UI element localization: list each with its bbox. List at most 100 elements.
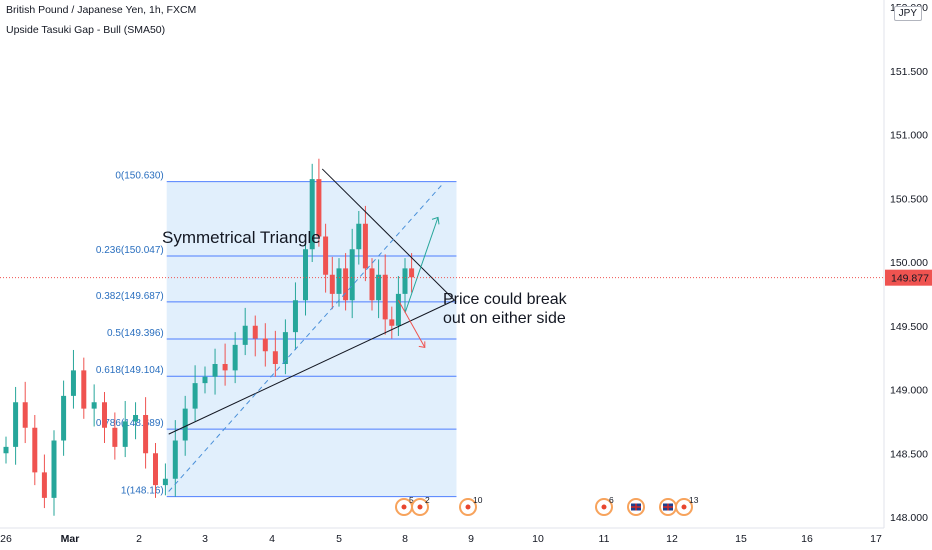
- time-axis-label: Mar: [61, 533, 80, 545]
- candle-body: [112, 427, 118, 447]
- time-axis-label: 3: [202, 533, 208, 545]
- last-price-value: 149.877: [891, 273, 929, 285]
- event-count: 6: [609, 495, 614, 505]
- time-axis-label: 15: [735, 533, 747, 545]
- candle-body: [242, 325, 248, 345]
- candle-body: [182, 408, 188, 441]
- candle-body: [329, 274, 335, 294]
- candle-body: [91, 402, 97, 409]
- candle-body: [232, 344, 238, 371]
- time-axis-label: 17: [870, 533, 882, 545]
- candle-body: [395, 293, 401, 326]
- event-count: 13: [689, 495, 699, 505]
- event-count: 5: [409, 495, 414, 505]
- candle-body: [102, 402, 107, 428]
- time-axis-label: 10: [532, 533, 544, 545]
- price-axis-label: 150.000: [890, 257, 928, 269]
- candle-body: [336, 268, 342, 294]
- time-axis-label: 26: [0, 533, 12, 545]
- candle-body: [172, 440, 178, 479]
- candle-body: [402, 268, 408, 294]
- candle-body: [13, 402, 19, 447]
- time-axis-label: 8: [402, 533, 408, 545]
- uk-flag-icon[interactable]: [627, 498, 645, 516]
- price-axis-label: 149.500: [890, 321, 928, 333]
- candle-body: [212, 364, 218, 377]
- time-axis-label: 11: [599, 533, 610, 545]
- candle-body: [356, 223, 362, 250]
- candle-body: [262, 338, 268, 352]
- fib-level-label: 0.786(148.689): [96, 418, 164, 429]
- time-axis-label: 2: [136, 533, 142, 545]
- time-axis-label: 5: [336, 533, 342, 545]
- note-line-1: Price could break: [443, 291, 568, 308]
- candle-body: [41, 472, 47, 498]
- time-axis-label: 16: [801, 533, 813, 545]
- economic-event-icon[interactable]: 13: [675, 495, 699, 516]
- breakout-up-arrowhead: [431, 216, 440, 225]
- event-dot: [465, 504, 471, 510]
- breakout-up-arrow: [404, 217, 439, 314]
- price-axis-label: 151.500: [890, 66, 928, 78]
- candle-body: [316, 179, 322, 237]
- candle-body: [282, 332, 288, 364]
- candle-body: [153, 453, 158, 486]
- trendline: [321, 168, 455, 301]
- fib-level-label: 0.236(150.047): [96, 245, 164, 256]
- fib-level-label: 0.618(149.104): [96, 365, 164, 376]
- economic-event-icon[interactable]: 5: [395, 495, 414, 516]
- event-dot: [681, 504, 687, 510]
- candle-body: [202, 376, 208, 384]
- event-dot: [401, 504, 407, 510]
- price-axis-label: 150.500: [890, 193, 928, 205]
- time-axis-label: 9: [468, 533, 474, 545]
- price-axis-label: 148.500: [890, 448, 928, 460]
- candle-body: [323, 236, 329, 275]
- candle-body: [143, 415, 149, 454]
- candle-body: [70, 370, 76, 396]
- event-count: 2: [425, 495, 430, 505]
- last-price-tag: [885, 269, 932, 286]
- candle-body: [309, 179, 315, 250]
- candle-body: [22, 402, 28, 428]
- candle-body: [192, 383, 198, 409]
- candle-body: [382, 274, 388, 320]
- economic-event-icon[interactable]: 10: [459, 495, 483, 516]
- event-dot: [417, 504, 423, 510]
- candle-body: [81, 370, 87, 409]
- candle-body: [32, 427, 38, 473]
- candle-body: [376, 274, 382, 301]
- candle-body: [122, 421, 128, 447]
- breakout-down-arrowhead: [418, 341, 426, 349]
- time-axis-label: 4: [269, 533, 275, 545]
- price-axis-label: 149.000: [890, 385, 928, 397]
- event-dot: [601, 504, 607, 510]
- time-axis-label: 12: [666, 533, 678, 545]
- fib-level-label: 0.5(149.396): [107, 328, 164, 339]
- candle-body: [3, 446, 9, 454]
- uk-flag-icon[interactable]: [659, 498, 677, 516]
- candle-body: [292, 300, 298, 333]
- indicator-label: Upside Tasuki Gap - Bull (SMA50): [6, 24, 166, 36]
- candle-body: [222, 364, 228, 371]
- economic-event-icon[interactable]: 6: [595, 495, 614, 516]
- note-line-2: out on either side: [443, 310, 566, 327]
- candle-body: [252, 325, 258, 339]
- currency-badge[interactable]: JPY: [893, 6, 922, 21]
- candle-body: [409, 268, 415, 278]
- fib-level-label: 0(150.630): [115, 171, 163, 182]
- candle-body: [61, 395, 67, 441]
- price-axis-label: 151.000: [890, 130, 928, 142]
- candle-body: [362, 223, 368, 269]
- candle-body: [133, 415, 139, 422]
- event-count: 10: [473, 495, 483, 505]
- candle-body: [272, 351, 278, 364]
- chart-title: British Pound / Japanese Yen, 1h, FXCM: [6, 4, 197, 16]
- economic-event-icon[interactable]: 2: [411, 495, 430, 516]
- candle-body: [343, 268, 349, 301]
- candle-body: [389, 319, 395, 326]
- fib-level-label: 1(148.16): [121, 486, 164, 497]
- fib-level-label: 0.382(149.687): [96, 291, 164, 302]
- candle-body: [349, 249, 355, 301]
